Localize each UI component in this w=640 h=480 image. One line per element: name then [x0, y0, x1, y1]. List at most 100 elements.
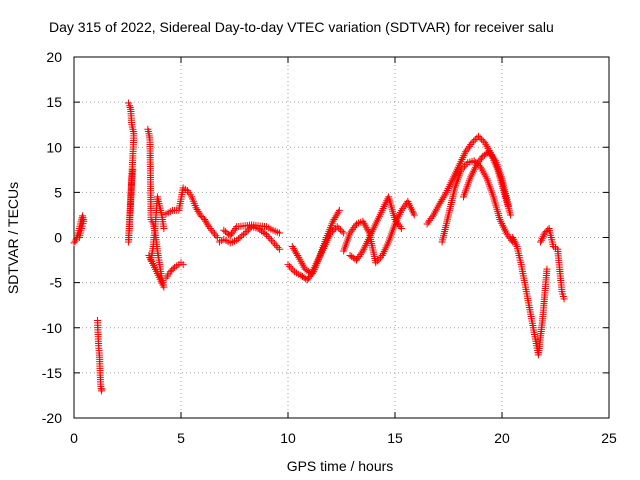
data-point	[504, 231, 512, 239]
data-point	[509, 234, 517, 241]
data-point	[397, 224, 405, 232]
data-point	[472, 161, 480, 169]
data-point	[203, 219, 211, 227]
data-point	[510, 237, 518, 245]
data-point	[507, 211, 515, 219]
data-point	[479, 137, 487, 145]
data-point	[230, 226, 238, 234]
data-point	[160, 224, 168, 232]
data-point	[457, 166, 465, 174]
data-point	[193, 206, 201, 214]
y-axis-label: SDTVAR / TECUs	[5, 182, 21, 294]
data-point	[394, 219, 402, 227]
series-track	[438, 157, 517, 246]
data-point	[463, 146, 471, 154]
data-point	[272, 242, 280, 250]
series-track	[509, 234, 551, 359]
data-point	[274, 243, 282, 251]
series-track	[459, 148, 512, 210]
data-point	[373, 257, 381, 265]
data-point	[212, 232, 220, 240]
data-point	[539, 233, 547, 241]
x-tick-label: 15	[387, 430, 403, 446]
series-track	[94, 317, 106, 395]
series-track	[162, 259, 187, 282]
data-point	[289, 266, 297, 274]
data-point	[333, 223, 341, 231]
data-point	[471, 136, 479, 144]
y-tick-label: -5	[50, 275, 63, 291]
data-point	[537, 238, 545, 246]
data-point	[505, 233, 513, 241]
data-point	[441, 190, 449, 198]
data-point	[70, 239, 78, 247]
data-point	[229, 228, 237, 236]
data-point	[275, 229, 283, 237]
data-point	[465, 142, 473, 150]
data-point	[129, 166, 137, 174]
data-point	[462, 160, 470, 168]
data-points	[70, 99, 568, 395]
data-point	[332, 212, 340, 220]
data-point	[289, 244, 297, 252]
data-point	[354, 254, 362, 262]
data-point	[349, 225, 357, 233]
series-track	[216, 223, 283, 253]
data-point	[426, 216, 434, 224]
series-track	[125, 99, 138, 246]
y-tick-label: 10	[46, 139, 62, 155]
data-point	[478, 136, 486, 144]
x-tick-label: 0	[70, 430, 78, 446]
data-point	[346, 229, 354, 237]
data-point	[538, 234, 546, 242]
data-point	[271, 240, 279, 248]
chart-title: Day 315 of 2022, Sidereal Day-to-day VTE…	[49, 19, 554, 35]
data-point	[335, 206, 343, 214]
data-point	[485, 148, 493, 156]
x-tick-label: 25	[601, 430, 617, 446]
data-point	[510, 235, 518, 243]
data-point	[459, 164, 467, 172]
series-track	[346, 193, 405, 264]
x-tick-label: 5	[177, 430, 185, 446]
data-point	[201, 215, 209, 223]
data-point	[228, 230, 236, 238]
data-point	[169, 265, 177, 273]
data-point	[331, 214, 339, 222]
data-point	[98, 385, 106, 393]
data-point	[352, 256, 360, 264]
data-point	[484, 149, 492, 157]
y-tick-label: 5	[54, 184, 62, 200]
data-point	[397, 206, 405, 214]
data-point	[358, 249, 366, 257]
data-point	[244, 226, 252, 234]
data-point	[179, 261, 187, 269]
data-point	[427, 215, 435, 223]
data-point	[264, 233, 272, 241]
data-point	[71, 237, 79, 245]
data-point	[391, 215, 399, 223]
data-point	[269, 238, 277, 246]
data-point	[286, 262, 294, 270]
series-track	[288, 223, 348, 278]
data-point	[334, 208, 342, 216]
data-point	[290, 246, 298, 254]
data-point	[327, 229, 335, 237]
data-point	[226, 232, 234, 240]
data-point	[338, 227, 346, 235]
data-point	[194, 207, 202, 215]
data-point	[205, 223, 213, 231]
grid	[74, 57, 609, 418]
data-point	[333, 210, 341, 218]
data-point	[436, 199, 444, 207]
data-point	[490, 155, 498, 163]
data-point	[375, 255, 383, 263]
data-point	[424, 218, 432, 226]
data-point	[243, 227, 251, 235]
data-point	[166, 268, 174, 276]
data-point	[347, 227, 355, 235]
data-point	[410, 211, 418, 219]
data-point	[336, 226, 344, 234]
data-point	[476, 156, 484, 164]
